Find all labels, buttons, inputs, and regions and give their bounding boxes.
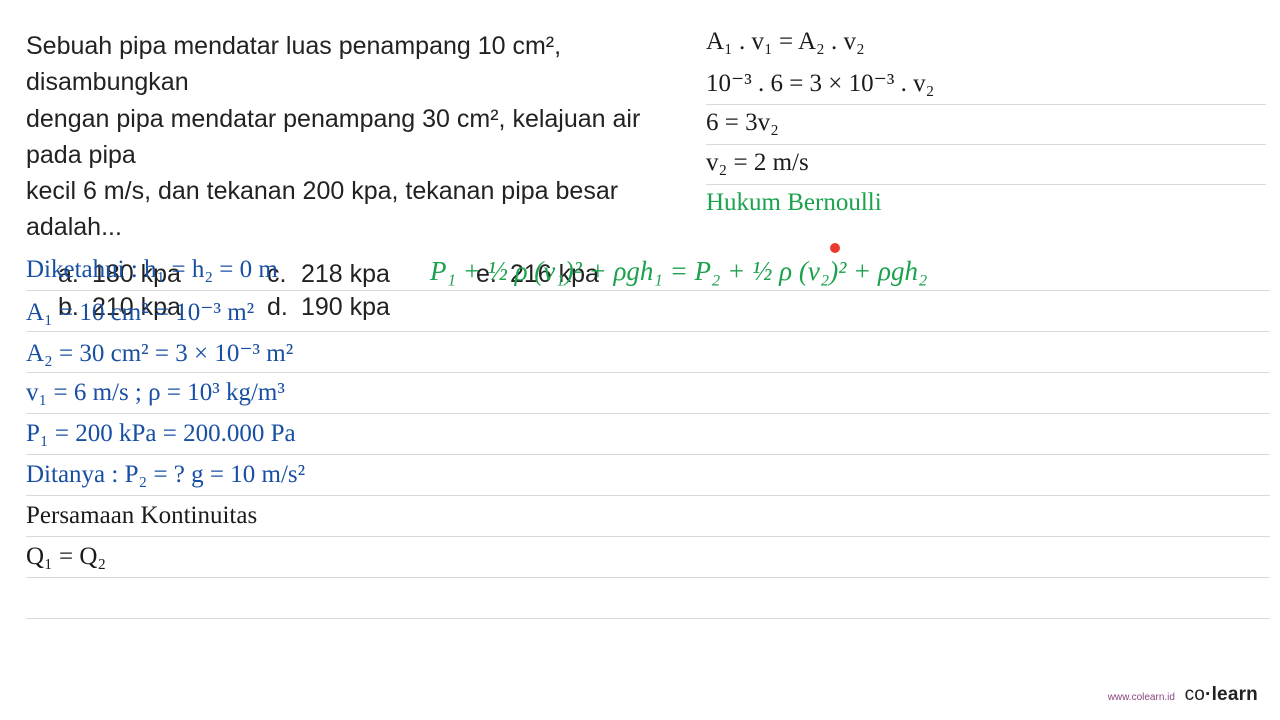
work-persamaan: Persamaan Kontinuitas (26, 502, 257, 530)
work-diketahui: Diketahui : h₁ = h₂ = 0 m (26, 256, 278, 284)
pointer-dot-icon (830, 243, 840, 253)
question-text: Sebuah pipa mendatar luas penampang 10 c… (26, 28, 686, 246)
bernoulli-heading: Hukum Bernoulli (706, 187, 1266, 225)
work-a1: A₁ = 10 cm² = 10⁻³ m² (26, 297, 254, 327)
question-line-1: Sebuah pipa mendatar luas penampang 10 c… (26, 28, 686, 101)
work-p1: P₁ = 200 kPa = 200.000 Pa (26, 420, 296, 448)
work-a2: A₂ = 30 cm² = 3 × 10⁻³ m² (26, 338, 293, 368)
work-ditanya: Ditanya : P₂ = ? g = 10 m/s² (26, 461, 305, 489)
footer-brand: co·learn (1185, 684, 1258, 705)
question-line-3: kecil 6 m/s, dan tekanan 200 kpa, tekana… (26, 173, 686, 246)
question-line-2: dengan pipa mendatar penampang 30 cm², k… (26, 101, 686, 174)
bernoulli-equation: P₁ + ½ ρ (v₁)² + ρgh₁ = P₂ + ½ ρ (v₂)² +… (430, 256, 927, 287)
work-v1: v₁ = 6 m/s ; ρ = 10³ kg/m³ (26, 379, 285, 407)
right-workings: A₁ . v₁ = A₂ . v₂ 10⁻³ . 6 = 3 × 10⁻³ . … (706, 26, 1266, 227)
footer: www.colearn.id co·learn (1108, 684, 1258, 706)
work-continuity-4: v₂ = 2 m/s (706, 147, 1266, 185)
work-q1q2: Q₁ = Q₂ (26, 543, 106, 571)
work-continuity-1: A₁ . v₁ = A₂ . v₂ (706, 26, 1266, 64)
work-continuity-3: 6 = 3v₂ (706, 107, 1266, 145)
work-continuity-2: 10⁻³ . 6 = 3 × 10⁻³ . v₂ (706, 66, 1266, 105)
footer-url: www.colearn.id (1108, 692, 1175, 703)
